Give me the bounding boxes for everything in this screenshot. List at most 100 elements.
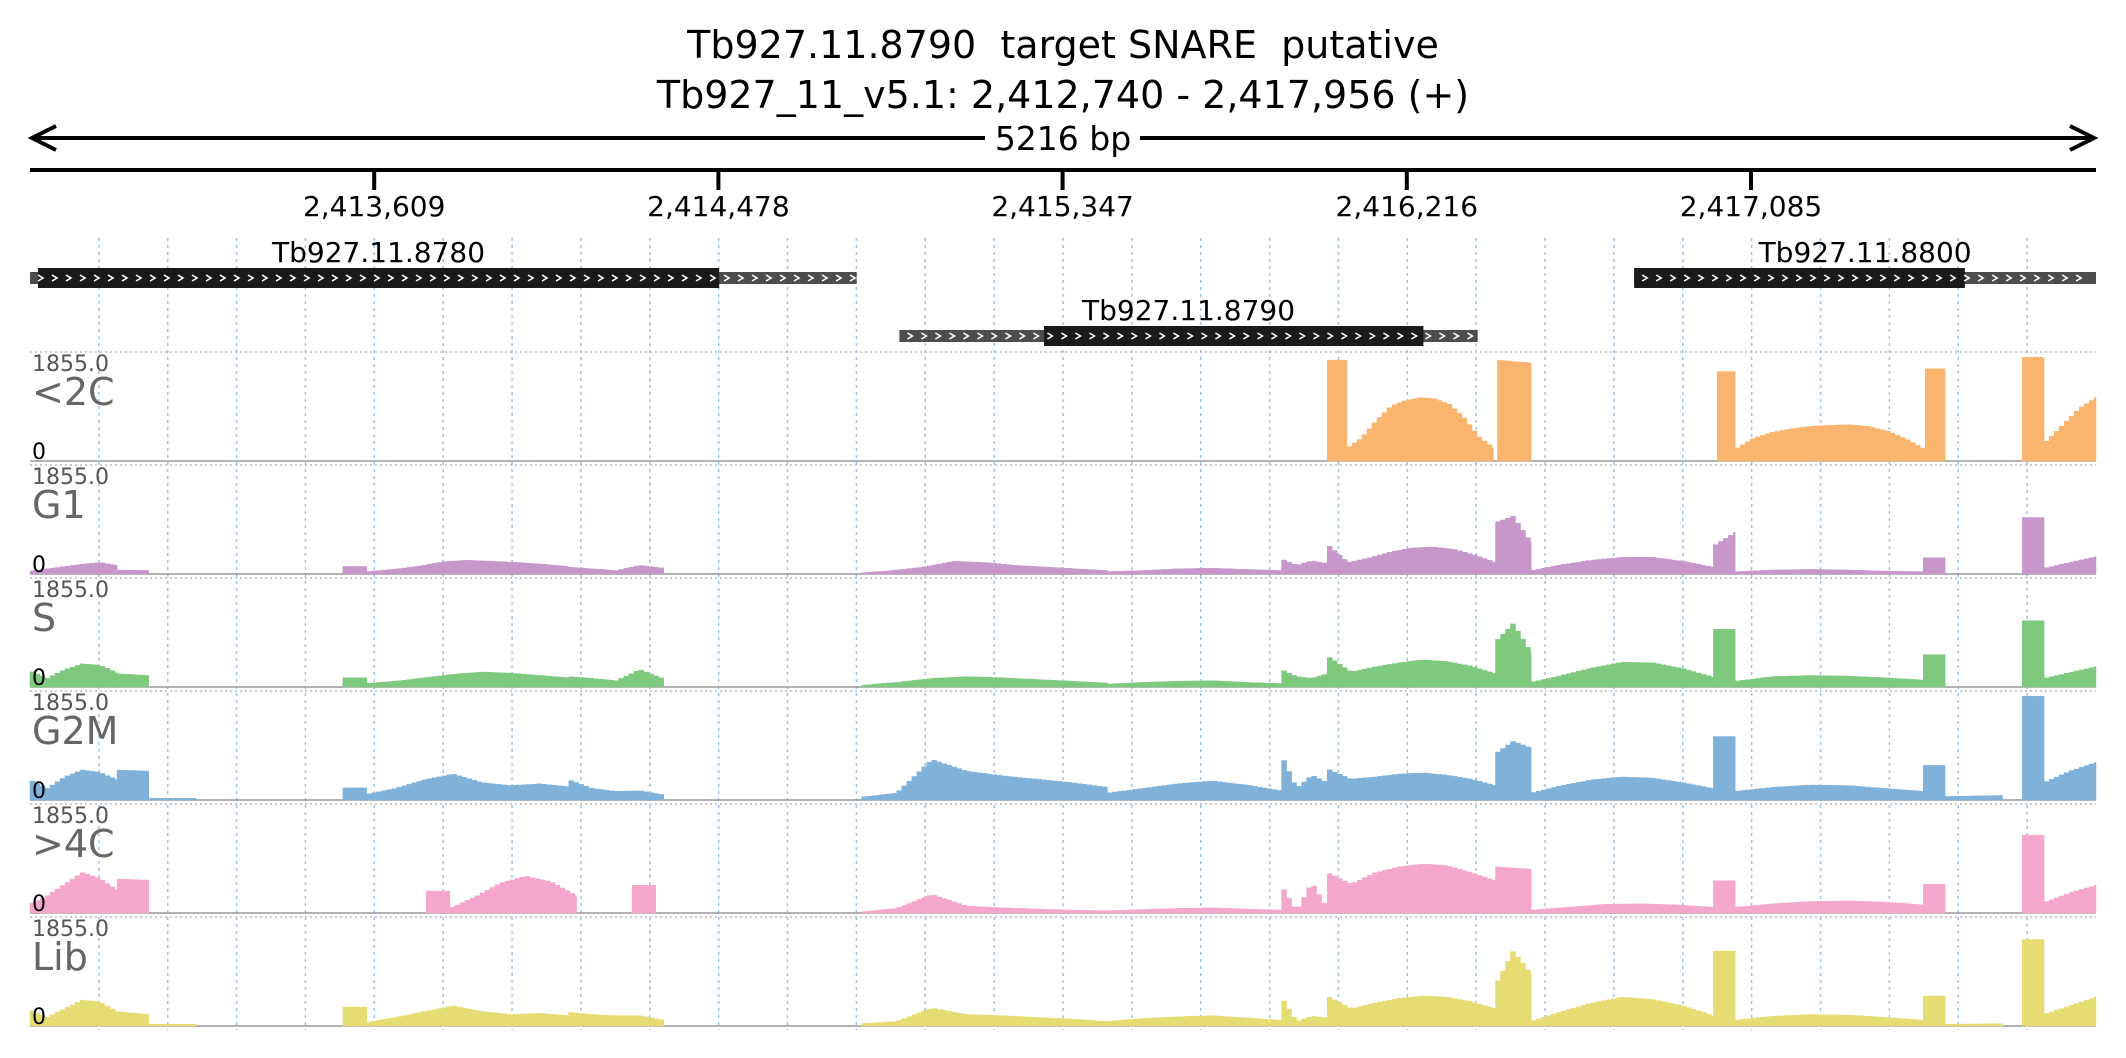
coverage-block-1-2 (342, 566, 367, 575)
coverage-block-2-10 (1530, 661, 1714, 688)
coverage-block-3-0 (29, 769, 118, 801)
coverage-block-2-5 (861, 676, 1108, 688)
gene-label-1: Tb927.11.8790 (1081, 294, 1295, 327)
coverage-block-4-14 (2022, 834, 2045, 914)
coverage-block-2-6 (1107, 680, 1282, 688)
gene-strand-arrows-1 (907, 332, 1474, 340)
gene-label-0: Tb927.11.8780 (271, 236, 485, 269)
coverage-block-1-6 (1107, 568, 1282, 575)
track-name-0: <2C (32, 370, 115, 414)
coverage-block-2-3 (366, 671, 569, 688)
track-0: 1855.0<2C 0 (30, 351, 2097, 465)
coverage-block-1-5 (861, 561, 1108, 575)
coverage-block-3-7 (1107, 780, 1282, 801)
x-tick-label-4: 2,417,085 (1680, 190, 1823, 223)
gene-1: Tb927.11.8790 (899, 294, 1478, 346)
coverage-block-1-1 (116, 569, 150, 575)
coverage-block-1-9 (1495, 516, 1532, 575)
track-ymin-label-5: 0 (32, 1005, 46, 1030)
track-ymax-label-0: 1855.0 (32, 352, 109, 377)
coverage-block-5-12 (1713, 950, 1736, 1027)
coverage-block-1-4 (568, 565, 664, 575)
coverage-block-4-0 (29, 872, 118, 914)
coverage-block-1-7 (1281, 559, 1328, 575)
track-ymin-label-0: 0 (32, 440, 46, 465)
gene-2: Tb927.11.8800 (1634, 236, 2096, 288)
coverage-block-3-9 (1326, 769, 1496, 801)
coverage-block-2-13 (1923, 654, 1946, 688)
coverage-block-4-11 (1713, 880, 1736, 914)
coverage-block-1-14 (2022, 517, 2045, 575)
track-ymin-label-1: 0 (32, 553, 46, 578)
coverage-block-5-10 (1495, 951, 1532, 1027)
coverage-block-2-11 (1713, 629, 1736, 688)
x-axis-ticks: 2,413,609 2,414,478 2,415,347 2,416,216 2,41… (303, 170, 1822, 223)
track-name-5: Lib (32, 935, 88, 979)
coverage-block-4-9 (1495, 866, 1532, 914)
coverage-block-3-6 (861, 760, 1108, 801)
coverage-block-4-12 (1734, 900, 1924, 914)
coverage-block-3-4 (366, 774, 569, 801)
coverage-block-4-5 (861, 895, 1108, 914)
coverage-block-4-1 (116, 878, 150, 914)
gene-strand-arrows-0 (37, 274, 857, 282)
track-name-2: S (32, 596, 56, 640)
gene-track: Tb927.11.8780 Tb927.11.8790 Tb927.11.8800 (30, 236, 2096, 346)
coverage-block-5-0 (29, 999, 118, 1027)
coverage-block-5-1 (116, 1011, 150, 1027)
coverage-block-1-15 (2043, 556, 2097, 575)
coverage-block-1-8 (1326, 545, 1496, 575)
span-length-label: 5216 bp (995, 119, 1131, 158)
coverage-block-0-0 (1326, 359, 1348, 462)
coverage-block-0-2 (1497, 360, 1532, 462)
coverage-block-5-8 (1281, 1000, 1328, 1027)
coverage-block-4-2 (425, 890, 451, 914)
gene-strand-arrows-2 (1641, 274, 2083, 282)
coverage-block-4-7 (1281, 885, 1328, 914)
chart-title: Tb927.11.8790 target SNARE putative (686, 23, 1439, 67)
track-1: 1855.0G1 0 (29, 464, 2097, 578)
track-ymin-label-2: 0 (32, 666, 46, 691)
coverage-block-5-17 (2043, 996, 2097, 1027)
coverage-block-5-13 (1734, 1014, 1924, 1027)
gene-0: Tb927.11.8780 (30, 236, 857, 288)
coverage-block-3-2 (148, 798, 197, 801)
coverage-block-3-14 (1923, 765, 1946, 801)
coverage-block-0-1 (1346, 397, 1494, 462)
coverage-block-5-3 (342, 1006, 367, 1027)
coverage-block-0-7 (2043, 397, 2097, 462)
coverage-tracks: 1855.0<2C01855.0G101855.0S01855.0G2M0185… (29, 351, 2097, 1030)
gene-label-2: Tb927.11.8800 (1758, 236, 1972, 269)
coverage-block-1-3 (366, 559, 569, 575)
coverage-block-5-11 (1530, 997, 1714, 1027)
coverage-block-4-3 (449, 876, 577, 914)
track-ymax-label-2: 1855.0 (32, 578, 109, 603)
coverage-block-2-14 (2022, 620, 2045, 688)
track-name-1: G1 (32, 483, 86, 527)
coverage-block-4-13 (1923, 883, 1946, 914)
coverage-block-5-9 (1326, 995, 1496, 1027)
track-name-3: G2M (32, 709, 118, 753)
coverage-block-2-0 (29, 663, 118, 688)
track-ymin-label-3: 0 (32, 779, 46, 804)
coverage-block-0-3 (1717, 371, 1736, 462)
track-ymax-label-1: 1855.0 (32, 465, 109, 490)
coverage-block-5-6 (861, 1008, 1108, 1027)
coverage-block-1-12 (1734, 569, 1924, 575)
coverage-block-3-16 (2022, 695, 2045, 801)
coverage-block-5-4 (366, 1005, 569, 1027)
coverage-block-1-0 (29, 562, 118, 575)
track-ymax-label-4: 1855.0 (32, 804, 109, 829)
coverage-block-5-15 (1944, 1023, 2003, 1027)
coverage-block-2-15 (2043, 666, 2097, 688)
coverage-block-3-13 (1734, 784, 1924, 801)
x-tick-label-1: 2,414,478 (647, 190, 790, 223)
track-2: 1855.0S 0 (29, 577, 2097, 691)
track-ymax-label-3: 1855.0 (32, 691, 109, 716)
span-arrow (27, 124, 2099, 152)
coverage-block-3-1 (116, 769, 150, 801)
x-tick-label-0: 2,413,609 (303, 190, 446, 223)
track-name-4: >4C (32, 822, 115, 866)
